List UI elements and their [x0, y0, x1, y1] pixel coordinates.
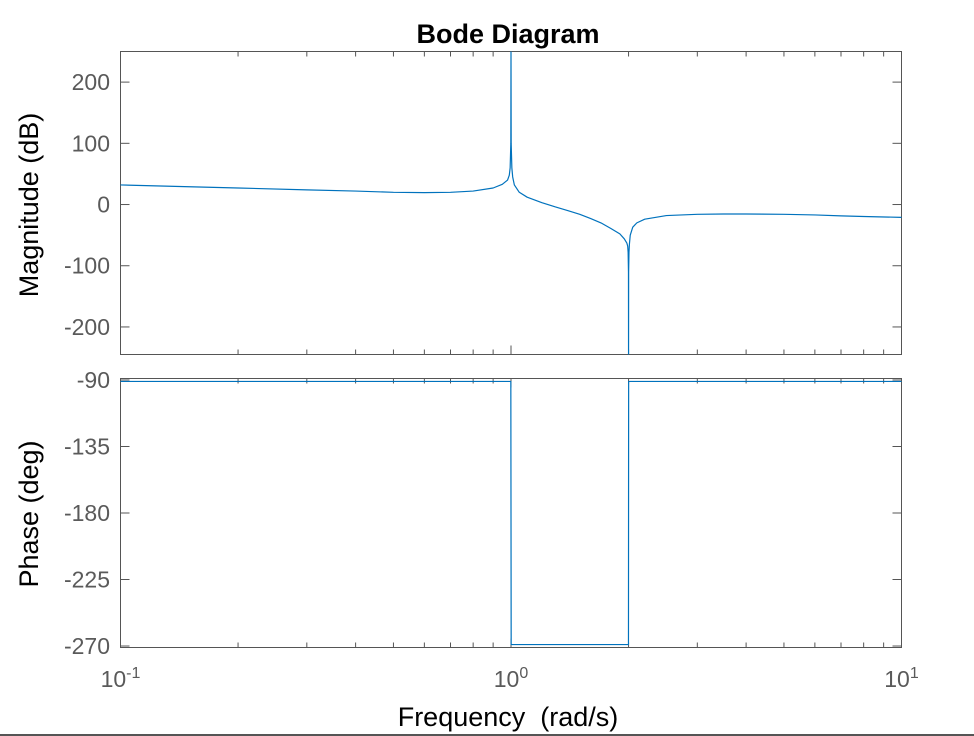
- magnitude-y-tick-label: 0: [97, 192, 110, 218]
- chart-title: Bode Diagram: [416, 19, 599, 49]
- magnitude-y-tick-label: -200: [64, 314, 110, 340]
- magnitude-y-tick-label: 200: [72, 69, 110, 95]
- phase-y-tick-label: -180: [64, 500, 110, 526]
- phase-y-axis-label: Phase (deg): [14, 440, 44, 587]
- phase-ticks: -90 -135 -180 -225 -270: [64, 367, 902, 659]
- phase-trace: [120, 380, 902, 646]
- phase-panel: -90 -135 -180 -225 -270 Phase (deg): [14, 367, 902, 659]
- magnitude-y-tick-label: 100: [72, 130, 110, 156]
- frequency-axis-label: Frequency (rad/s): [398, 702, 619, 732]
- phase-series-line: [120, 380, 902, 646]
- magnitude-y-axis-label: Magnitude (dB): [14, 113, 44, 298]
- phase-y-tick-label: -90: [77, 367, 110, 393]
- bottom-divider: [0, 734, 974, 736]
- magnitude-trace: [120, 51, 902, 355]
- frequency-tick-labels: 10-1 100 101: [101, 665, 919, 692]
- magnitude-panel: 200 100 0 -100 -200 Magnitude (dB): [14, 51, 902, 355]
- phase-y-tick-label: -270: [64, 633, 110, 659]
- phase-y-tick-label: -135: [64, 433, 110, 459]
- magnitude-series-line: [120, 51, 902, 355]
- frequency-tick-label: 100: [494, 665, 529, 692]
- phase-y-tick-label: -225: [64, 567, 110, 593]
- magnitude-y-tick-label: -100: [64, 253, 110, 279]
- frequency-tick-label: 101: [884, 665, 919, 692]
- magnitude-ticks: 200 100 0 -100 -200: [64, 51, 902, 355]
- frequency-tick-label: 10-1: [101, 665, 141, 692]
